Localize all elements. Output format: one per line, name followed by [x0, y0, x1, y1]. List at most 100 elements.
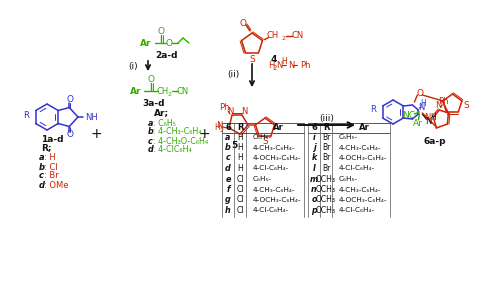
Text: o: o: [311, 195, 317, 204]
Text: 4-OCH₃-C₆H₄-: 4-OCH₃-C₆H₄-: [339, 155, 388, 161]
Text: 6: 6: [311, 124, 317, 133]
Text: : 4-CH₃O-C₆H₄: : 4-CH₃O-C₆H₄: [153, 137, 208, 146]
Text: 4-OCH₃-C₆H₄-: 4-OCH₃-C₆H₄-: [253, 197, 302, 203]
Text: Cl: Cl: [236, 175, 244, 184]
Text: : H: : H: [44, 153, 56, 162]
Text: H: H: [281, 57, 287, 66]
Text: : 4-CH₃-C₆H₄: : 4-CH₃-C₆H₄: [153, 127, 202, 137]
Text: N: N: [276, 60, 282, 69]
Text: C₆H₅-: C₆H₅-: [339, 134, 358, 140]
Text: H: H: [237, 133, 243, 142]
Text: b: b: [225, 143, 231, 152]
Text: Cl: Cl: [236, 185, 244, 194]
Text: +: +: [90, 127, 102, 141]
Text: N: N: [435, 101, 442, 111]
Text: Ph: Ph: [300, 60, 310, 69]
Text: 4-CH₃-C₆H₄-: 4-CH₃-C₆H₄-: [253, 187, 296, 192]
Text: Ar: Ar: [272, 124, 283, 133]
Text: c: c: [148, 137, 153, 146]
Text: i: i: [312, 133, 316, 142]
Text: Ar: Ar: [130, 86, 142, 95]
Text: 3a-d: 3a-d: [143, 99, 165, 108]
Text: : C₆H₅: : C₆H₅: [153, 118, 176, 127]
Text: OCH₃: OCH₃: [316, 195, 336, 204]
Text: O: O: [417, 88, 424, 98]
Text: C₆H₅-: C₆H₅-: [253, 176, 272, 182]
Text: d: d: [225, 164, 231, 173]
Text: C₆H₅-: C₆H₅-: [339, 176, 358, 182]
Text: R: R: [370, 105, 376, 114]
Text: N: N: [216, 120, 222, 130]
Text: 2a-d: 2a-d: [155, 50, 177, 59]
Text: Br: Br: [322, 143, 330, 152]
Text: N: N: [424, 113, 430, 121]
Text: +: +: [198, 127, 210, 141]
Text: Ar: Ar: [140, 38, 152, 47]
Text: O: O: [67, 95, 74, 104]
Text: e: e: [226, 175, 230, 184]
Text: 4-OCH₃-C₆H₄-: 4-OCH₃-C₆H₄-: [339, 197, 388, 203]
Text: Ar: Ar: [412, 120, 422, 128]
Text: O: O: [67, 130, 74, 139]
Text: R: R: [323, 124, 329, 133]
Text: a: a: [226, 133, 230, 142]
Text: NH: NH: [85, 113, 98, 121]
Text: f: f: [226, 185, 230, 194]
Text: d: d: [39, 181, 45, 189]
Text: H: H: [237, 164, 243, 173]
Text: O: O: [166, 38, 172, 47]
Text: N: N: [425, 117, 432, 126]
Text: 4-CH₃-C₆H₄-: 4-CH₃-C₆H₄-: [253, 144, 296, 150]
Text: NC: NC: [402, 111, 415, 120]
Text: a: a: [148, 118, 154, 127]
Text: Ph: Ph: [438, 98, 448, 107]
Text: c: c: [226, 153, 230, 162]
Text: h: h: [225, 206, 231, 215]
Text: H: H: [214, 123, 220, 131]
Text: l: l: [312, 164, 316, 173]
Text: 2: 2: [167, 92, 171, 97]
Text: N: N: [418, 102, 424, 111]
Text: b: b: [39, 162, 45, 172]
Text: R: R: [23, 111, 29, 120]
Text: a: a: [39, 153, 44, 162]
Text: : OMe: : OMe: [44, 181, 68, 189]
Text: S: S: [464, 101, 469, 111]
Text: 4: 4: [271, 56, 277, 65]
Text: 4-Cl-C₆H₄-: 4-Cl-C₆H₄-: [339, 207, 375, 214]
Text: CH: CH: [157, 86, 169, 95]
Text: m: m: [310, 175, 318, 184]
Text: CH: CH: [266, 31, 278, 40]
Text: N: N: [241, 108, 247, 117]
Text: Ar;: Ar;: [154, 108, 169, 117]
Text: Br: Br: [322, 153, 330, 162]
Text: b: b: [148, 127, 154, 137]
Text: 4-Cl-C₆H₄-: 4-Cl-C₆H₄-: [253, 165, 289, 172]
Text: 4-Cl-C₆H₄-: 4-Cl-C₆H₄-: [253, 207, 289, 214]
Text: Br: Br: [322, 133, 330, 142]
Text: 1a-d: 1a-d: [41, 134, 63, 143]
Text: 2: 2: [282, 36, 286, 41]
Text: OCH₃: OCH₃: [316, 175, 336, 184]
Text: : Br: : Br: [44, 172, 59, 181]
Text: 4-CH₃-C₆H₄-: 4-CH₃-C₆H₄-: [339, 187, 382, 192]
Text: R;: R;: [41, 143, 51, 153]
Text: Br: Br: [322, 164, 330, 173]
Text: O: O: [148, 75, 154, 83]
Text: p: p: [311, 206, 317, 215]
Text: : Cl: : Cl: [44, 162, 58, 172]
Text: 6: 6: [225, 124, 231, 133]
Text: H: H: [237, 143, 243, 152]
Text: CN: CN: [292, 31, 304, 40]
Text: Ar: Ar: [358, 124, 370, 133]
Text: 4-CH₃-C₆H₄-: 4-CH₃-C₆H₄-: [339, 144, 382, 150]
Text: N: N: [227, 108, 233, 117]
Text: 4-Cl-C₆H₄-: 4-Cl-C₆H₄-: [339, 165, 375, 172]
Text: O: O: [158, 27, 164, 36]
Text: Ph: Ph: [219, 104, 229, 113]
Text: C₆H₅-: C₆H₅-: [253, 134, 272, 140]
Text: 4-OCH₃-C₆H₄-: 4-OCH₃-C₆H₄-: [253, 155, 302, 161]
Text: j: j: [312, 143, 316, 152]
Text: H: H: [430, 114, 436, 123]
Text: 5: 5: [231, 140, 237, 149]
